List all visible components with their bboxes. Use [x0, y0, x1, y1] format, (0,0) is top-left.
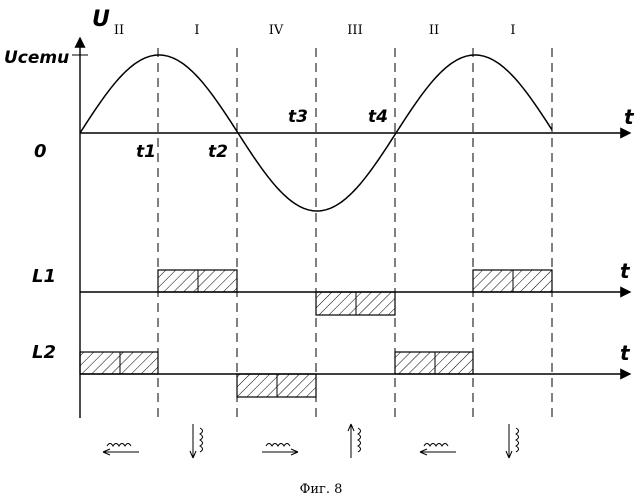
interval-label: IV — [269, 23, 284, 38]
interval-label: II — [114, 23, 124, 38]
l2-pulse — [395, 352, 473, 374]
origin-label: 0 — [34, 141, 47, 162]
time-label-l2: t — [620, 341, 631, 365]
moment-t4: t4 — [368, 107, 388, 127]
l2-pulses — [80, 352, 473, 397]
interval-boundaries — [158, 48, 552, 420]
moment-t3: t3 — [288, 107, 308, 127]
interval-label: III — [347, 23, 362, 38]
figure-caption: Фиг. 8 — [300, 482, 343, 497]
channel-l1-label: L1 — [32, 266, 56, 287]
time-label-main: t — [624, 105, 635, 129]
coil-arrow-right-icon — [262, 444, 298, 456]
l1-pulses — [158, 270, 552, 315]
grid-voltage-label: Ucemu — [4, 48, 69, 68]
coil-arrow-up-icon — [348, 424, 361, 458]
l2-pulse — [80, 352, 158, 374]
coil-arrow-left-icon — [103, 444, 139, 456]
coil-arrow-left-icon — [420, 444, 456, 456]
coil-arrow-down-icon — [506, 424, 519, 458]
moment-t2: t2 — [208, 142, 228, 162]
interval-label: I — [510, 23, 515, 38]
coil-arrow-down-icon — [190, 424, 203, 458]
interval-label: II — [429, 23, 439, 38]
moment-t1: t1 — [136, 142, 156, 162]
interval-label: I — [194, 23, 199, 38]
channel-l2-label: L2 — [32, 342, 56, 363]
voltage-axis-label: U — [92, 7, 110, 32]
time-label-l1: t — [620, 259, 631, 283]
